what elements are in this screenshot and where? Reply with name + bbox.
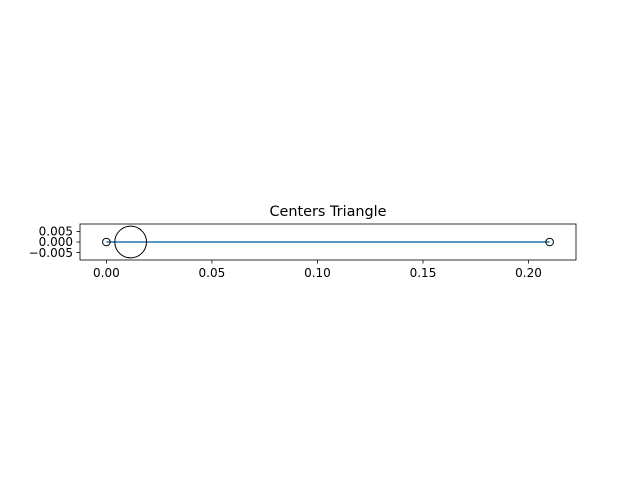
chart-title: Centers Triangle <box>269 204 386 220</box>
axes-frame <box>79 223 577 261</box>
x-tick-label: 0.05 <box>199 266 226 280</box>
circle-marker <box>114 225 147 259</box>
x-tick-label: 0.10 <box>304 266 331 280</box>
y-tick-label: 0.000 <box>39 235 73 249</box>
y-tick-label: 0.005 <box>39 225 73 239</box>
x-tick-label: 0.15 <box>410 266 437 280</box>
circle-marker <box>545 237 554 247</box>
y-tick-label: −0.005 <box>29 246 73 260</box>
circle-marker <box>102 237 111 247</box>
plot-area <box>102 225 554 259</box>
x-tick-label: 0.20 <box>515 266 542 280</box>
x-tick-label: 0.00 <box>93 266 120 280</box>
